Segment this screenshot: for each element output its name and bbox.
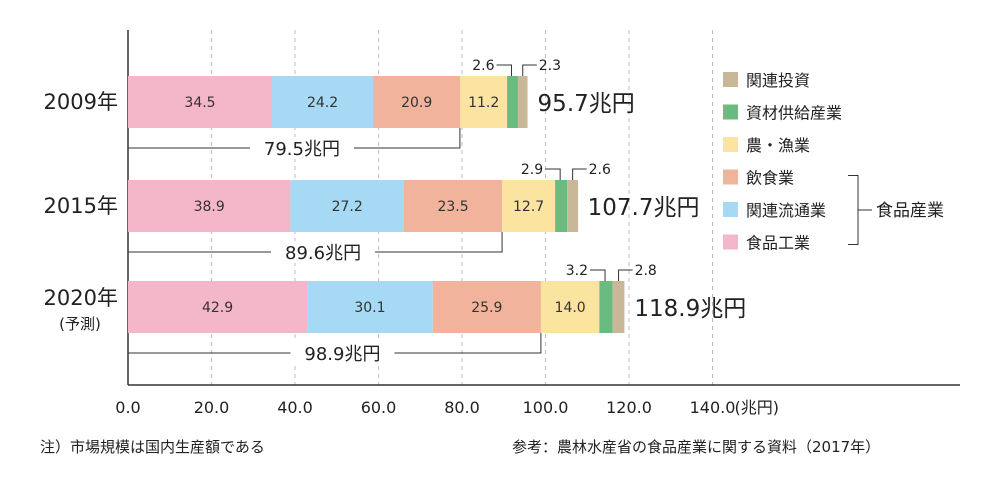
subtotal-label-bg: [249, 137, 354, 159]
bar-segment: [502, 180, 556, 232]
x-tick-label: 40.0: [277, 398, 313, 417]
callout-value-label: 2.3: [539, 58, 561, 74]
callout-value-label: 3.2: [566, 263, 588, 279]
legend-label: 関連投資: [746, 71, 810, 90]
total-label: 118.9兆円: [634, 296, 746, 322]
legend-swatch: [723, 202, 738, 217]
legend-group-label: 食品産業: [876, 201, 944, 221]
bar-segment: [612, 281, 625, 333]
x-axis-unit: (兆円): [735, 398, 780, 417]
subtotal-label: 79.5兆円: [264, 139, 340, 160]
bar-value-label: 14.0: [555, 300, 586, 316]
subtotal-label: 98.9兆円: [304, 344, 380, 365]
bar-value-label: 11.2: [468, 95, 499, 111]
bar-value-label: 30.1: [354, 300, 385, 316]
total-label: 107.7兆円: [588, 195, 700, 221]
callout-line: [572, 168, 587, 180]
legend-label: 関連流通業: [746, 201, 826, 220]
bar-segment: [567, 180, 579, 232]
subtotal-label-bg: [290, 342, 395, 364]
legend-swatch: [723, 72, 738, 87]
x-tick-label: 120.0: [606, 398, 652, 417]
category-sublabel: (予測): [59, 315, 101, 333]
x-tick-label: 20.0: [194, 398, 230, 417]
bar-segment: [432, 281, 541, 333]
bar-segment: [460, 76, 508, 128]
bar-value-label: 42.9: [202, 300, 233, 316]
bar-value-label: 34.5: [184, 95, 215, 111]
callout-line: [496, 64, 513, 76]
bar-segment: [599, 281, 613, 333]
bar-segment: [517, 76, 528, 128]
callout-value-label: 2.6: [589, 162, 611, 178]
callout-line: [522, 64, 537, 76]
bar-segment: [272, 76, 374, 128]
subtotal-label-bg: [271, 241, 376, 263]
legend-label: 資材供給産業: [746, 104, 842, 123]
x-tick-label: 80.0: [444, 398, 480, 417]
x-tick-label: 0.0: [115, 398, 140, 417]
bar-segment: [507, 76, 518, 128]
bar-value-label: 23.5: [437, 199, 468, 215]
callout-value-label: 2.9: [521, 162, 543, 178]
bar-value-label: 24.2: [307, 95, 338, 111]
bar-segment: [307, 281, 433, 333]
bar-value-label: 27.2: [332, 199, 363, 215]
source-note: 参考：農林水産省の食品産業に関する資料（2017年）: [512, 438, 881, 456]
bar-value-label: 12.7: [513, 199, 544, 215]
bar-segment: [555, 180, 568, 232]
callout-value-label: 2.6: [472, 58, 494, 74]
bar-segment: [540, 281, 600, 333]
legend-label: 農・漁業: [746, 136, 810, 155]
callout-line: [545, 168, 561, 180]
category-label: 2015年: [44, 194, 118, 218]
category-label: 2009年: [44, 90, 118, 114]
bar-segment: [128, 180, 291, 232]
bar-segment: [128, 76, 273, 128]
x-tick-label: 60.0: [361, 398, 397, 417]
legend-group-bracket: [848, 175, 859, 245]
bar-value-label: 20.9: [401, 95, 432, 111]
bar-value-label: 38.9: [194, 199, 225, 215]
bar-segment: [290, 180, 404, 232]
callout-value-label: 2.8: [635, 263, 657, 279]
category-label: 2020年: [44, 286, 118, 310]
bar-value-label: 25.9: [471, 300, 502, 316]
bar-segment: [403, 180, 503, 232]
x-tick-label: 140.0: [690, 398, 736, 417]
callout-line: [618, 269, 633, 281]
x-tick-label: 100.0: [523, 398, 569, 417]
footnote: 注）市場規模は国内生産額である: [40, 438, 265, 456]
legend-swatch: [723, 137, 738, 152]
bar-segment: [373, 76, 461, 128]
callout-line: [590, 269, 606, 281]
total-label: 95.7兆円: [538, 91, 635, 117]
legend-label: 食品工業: [746, 234, 810, 253]
subtotal-label: 89.6兆円: [285, 243, 361, 264]
legend-swatch: [723, 104, 738, 120]
legend-swatch: [723, 169, 738, 185]
legend-swatch: [723, 234, 738, 250]
bar-segment: [128, 281, 308, 333]
legend-label: 飲食業: [746, 169, 794, 188]
